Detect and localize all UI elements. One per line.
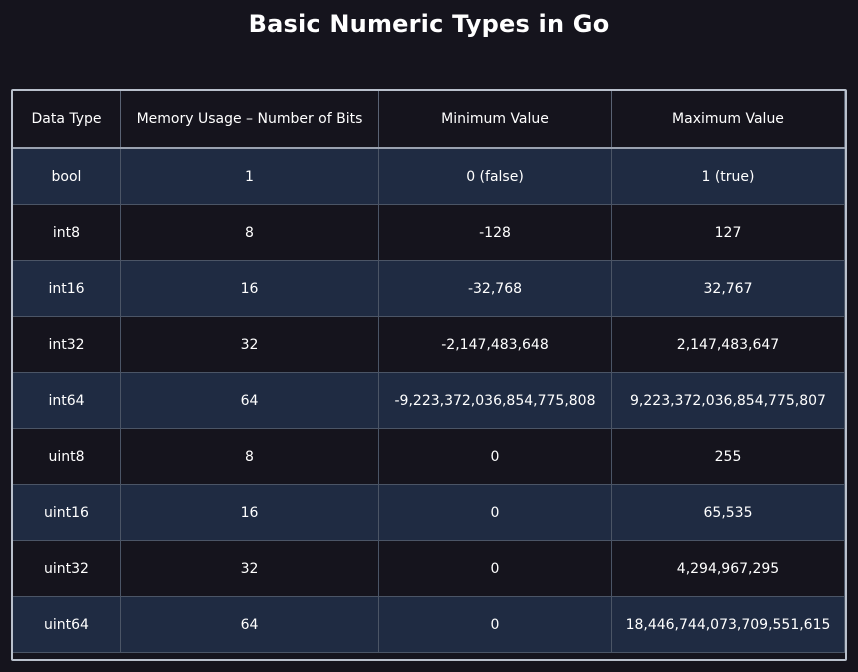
cell-min-value: -128: [378, 204, 612, 261]
cell-min-value: 0 (false): [378, 147, 612, 205]
numeric-types-table: Data Type Memory Usage – Number of Bits …: [12, 90, 845, 653]
table-row: uint8 8 0 255: [12, 428, 845, 485]
page-title: Basic Numeric Types in Go: [248, 10, 610, 38]
table-row: int32 32 -2,147,483,648 2,147,483,647: [12, 316, 845, 373]
cell-data-type: uint32: [12, 540, 121, 597]
cell-max-value: 18,446,744,073,709,551,615: [611, 596, 845, 653]
table-row: int8 8 -128 127: [12, 204, 845, 261]
header-cell-minimum-value: Minimum Value: [378, 90, 612, 149]
cell-min-value: 0: [378, 428, 612, 485]
table-row: uint16 16 0 65,535: [12, 484, 845, 541]
cell-bits: 8: [120, 428, 379, 485]
cell-data-type: uint64: [12, 596, 121, 653]
cell-min-value: -32,768: [378, 260, 612, 317]
table-body: bool 1 0 (false) 1 (true) int8 8 -128 12…: [12, 147, 845, 653]
cell-max-value: 65,535: [611, 484, 845, 541]
cell-data-type: int8: [12, 204, 121, 261]
header-cell-memory-usage: Memory Usage – Number of Bits: [120, 90, 379, 149]
table-header: Data Type Memory Usage – Number of Bits …: [12, 90, 845, 149]
table-row: uint64 64 0 18,446,744,073,709,551,615: [12, 596, 845, 653]
cell-data-type: int16: [12, 260, 121, 317]
cell-max-value: 9,223,372,036,854,775,807: [611, 372, 845, 429]
cell-min-value: 0: [378, 596, 612, 653]
cell-bits: 32: [120, 316, 379, 373]
cell-min-value: 0: [378, 484, 612, 541]
table-row: int64 64 -9,223,372,036,854,775,808 9,22…: [12, 372, 845, 429]
cell-bits: 16: [120, 260, 379, 317]
cell-max-value: 32,767: [611, 260, 845, 317]
header-cell-maximum-value: Maximum Value: [611, 90, 845, 149]
cell-bits: 32: [120, 540, 379, 597]
cell-bits: 8: [120, 204, 379, 261]
table-row: uint32 32 0 4,294,967,295: [12, 540, 845, 597]
table-row: int16 16 -32,768 32,767: [12, 260, 845, 317]
cell-min-value: 0: [378, 540, 612, 597]
cell-max-value: 1 (true): [611, 147, 845, 205]
cell-max-value: 2,147,483,647: [611, 316, 845, 373]
cell-max-value: 127: [611, 204, 845, 261]
header-row: Data Type Memory Usage – Number of Bits …: [12, 90, 845, 149]
cell-bits: 64: [120, 596, 379, 653]
cell-bits: 64: [120, 372, 379, 429]
cell-data-type: uint8: [12, 428, 121, 485]
cell-min-value: -2,147,483,648: [378, 316, 612, 373]
cell-data-type: uint16: [12, 484, 121, 541]
cell-bits: 16: [120, 484, 379, 541]
cell-data-type: int64: [12, 372, 121, 429]
cell-bits: 1: [120, 147, 379, 205]
cell-min-value: -9,223,372,036,854,775,808: [378, 372, 612, 429]
cell-data-type: bool: [12, 147, 121, 205]
cell-data-type: int32: [12, 316, 121, 373]
cell-max-value: 255: [611, 428, 845, 485]
table-row: bool 1 0 (false) 1 (true): [12, 147, 845, 205]
header-cell-data-type: Data Type: [12, 90, 121, 149]
cell-max-value: 4,294,967,295: [611, 540, 845, 597]
